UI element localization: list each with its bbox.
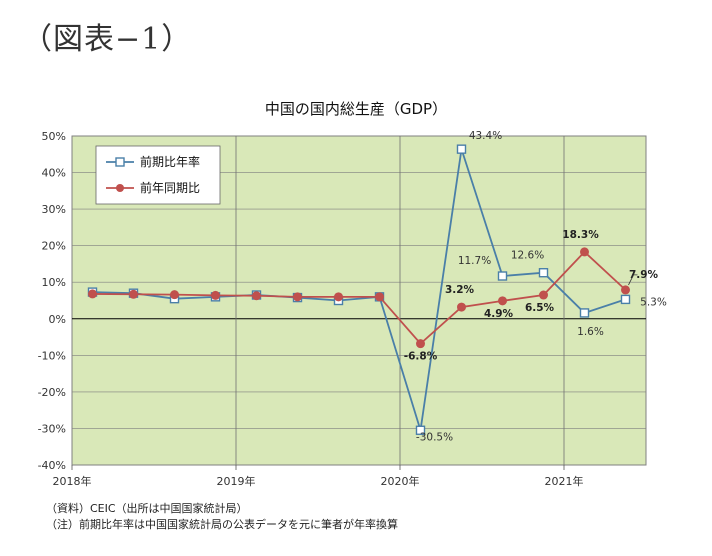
yoy-point xyxy=(498,296,507,306)
data-label: 12.6% xyxy=(511,250,544,262)
yoy-point xyxy=(129,289,138,299)
qoq-point xyxy=(456,144,467,154)
y-tick-label: -40% xyxy=(38,459,66,472)
chart-title: 中国の国内総生産（GDP） xyxy=(264,100,448,118)
data-label: 6.5% xyxy=(525,302,555,314)
series-line-yoy xyxy=(92,250,627,345)
y-tick-label: 30% xyxy=(42,203,66,216)
data-label: 7.9% xyxy=(629,269,659,281)
yoy-point xyxy=(334,292,343,302)
legend-box xyxy=(95,145,221,205)
yoy-point xyxy=(457,302,466,312)
data-label: -6.8% xyxy=(404,351,438,363)
yoy-point xyxy=(170,290,179,300)
data-label: 1.6% xyxy=(577,326,604,338)
method-note: （注）前期比年率は中国国家統計局の公表データを元に筆者が年率換算 xyxy=(46,518,398,531)
legend-label: 前期比年率 xyxy=(140,154,200,169)
y-tick-label: 50% xyxy=(42,130,66,143)
yoy-point xyxy=(539,290,548,300)
qoq-point xyxy=(497,271,508,281)
x-year-label: 2019年 xyxy=(217,474,256,488)
y-tick-label: -30% xyxy=(38,422,66,435)
data-label: 43.4% xyxy=(469,130,502,142)
legend-label: 前年同期比 xyxy=(140,180,200,195)
source-note: （資料）CEIC（出所は中国国家統計局） xyxy=(46,502,248,515)
yoy-point xyxy=(580,247,589,257)
data-label: 5.3% xyxy=(640,296,667,308)
legend-marker xyxy=(115,157,125,167)
y-tick-label: 10% xyxy=(42,276,66,289)
y-tick-label: -10% xyxy=(38,349,66,362)
figure-label: （図表−1） xyxy=(22,22,193,57)
legend-marker xyxy=(116,184,124,192)
yoy-point xyxy=(621,285,630,295)
y-tick-label: 0% xyxy=(49,313,66,326)
data-label: 11.7% xyxy=(458,255,491,267)
data-label: -30.5% xyxy=(416,431,453,443)
yoy-point xyxy=(375,292,384,302)
x-year-label: 2018年 xyxy=(53,474,92,488)
series-line-qoq xyxy=(92,148,626,431)
qoq-point xyxy=(620,294,631,305)
x-year-label: 2021年 xyxy=(545,474,584,488)
yoy-point xyxy=(252,291,261,301)
x-year-label: 2020年 xyxy=(381,474,420,488)
data-label: 18.3% xyxy=(562,229,599,241)
qoq-point xyxy=(415,425,426,435)
data-label: 4.9% xyxy=(484,308,514,320)
yoy-point xyxy=(416,339,425,349)
qoq-point xyxy=(538,268,549,278)
y-tick-label: 40% xyxy=(42,167,66,180)
label-leader xyxy=(628,274,638,286)
y-tick-label: -20% xyxy=(38,386,66,399)
y-tick-label: 20% xyxy=(42,240,66,253)
yoy-point xyxy=(211,290,220,300)
qoq-point xyxy=(579,308,590,318)
yoy-point xyxy=(88,289,97,299)
yoy-point xyxy=(293,292,302,302)
data-label: 3.2% xyxy=(445,284,475,296)
